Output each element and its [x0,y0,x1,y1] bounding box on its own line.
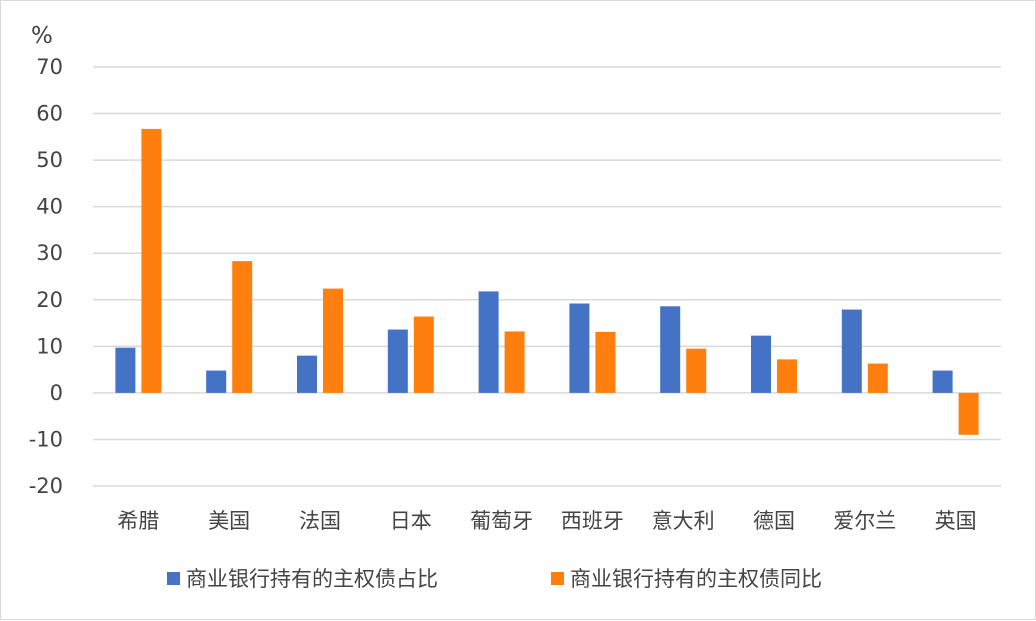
bar-series-1-10 [932,370,953,393]
bar-series-1-9 [841,309,862,393]
bar-series-1-2 [206,370,227,393]
x-category-label: 葡萄牙 [470,509,533,533]
y-tick-label: 30 [36,241,63,265]
x-category-label: 日本 [390,509,432,533]
y-tick-label: 40 [36,195,63,219]
bar-series-2-3 [323,288,343,393]
bar-series-1-4 [387,329,408,393]
y-axis-unit: % [31,23,53,49]
bar-series-1-5 [478,291,499,393]
x-category-label: 法国 [299,509,341,533]
x-category-label: 爱尔兰 [833,509,896,533]
x-category-label: 希腊 [117,509,159,533]
y-tick-label: 10 [36,334,63,358]
bar-series-2-5 [504,331,525,393]
bars [115,128,979,435]
bar-series-1-3 [297,355,317,393]
y-tick-label: 0 [50,381,63,405]
bar-series-2-9 [867,363,888,393]
bar-series-2-4 [413,316,434,393]
bar-series-2-6 [595,331,616,393]
x-category-label: 英国 [935,509,977,533]
legend: 商业银行持有的主权债占比 商业银行持有的主权债同比 [167,567,822,591]
x-axis-categories: 希腊 美国 法国 日本 葡萄牙 西班牙 意大利 德国 爱尔兰 英国 [117,509,976,533]
legend-swatch-2 [551,572,564,585]
bar-series-1-1 [115,347,136,393]
y-tick-label: -20 [29,474,63,498]
y-tick-label: -10 [29,427,63,451]
legend-label-2: 商业银行持有的主权债同比 [570,567,822,591]
x-category-label: 德国 [753,509,795,533]
bar-series-2-8 [777,359,797,393]
x-category-label: 西班牙 [561,509,624,533]
bar-series-2-10 [958,392,979,435]
bar-series-1-7 [660,306,681,393]
y-tick-label: 20 [36,288,63,312]
legend-swatch-1 [167,572,180,585]
bar-series-2-2 [232,261,253,393]
y-axis-ticks: 70 60 50 40 30 20 10 0 -10 -20 [29,55,63,498]
x-category-label: 意大利 [652,509,715,533]
grid-lines [93,66,1001,487]
y-tick-label: 70 [36,55,63,79]
y-tick-label: 50 [36,148,63,172]
x-category-label: 美国 [208,509,250,533]
bar-series-2-1 [141,128,162,393]
bar-series-1-6 [569,303,590,393]
legend-label-1: 商业银行持有的主权债占比 [186,567,438,591]
bar-series-2-7 [686,348,707,393]
bar-series-1-8 [751,335,771,393]
y-tick-label: 60 [36,102,63,126]
